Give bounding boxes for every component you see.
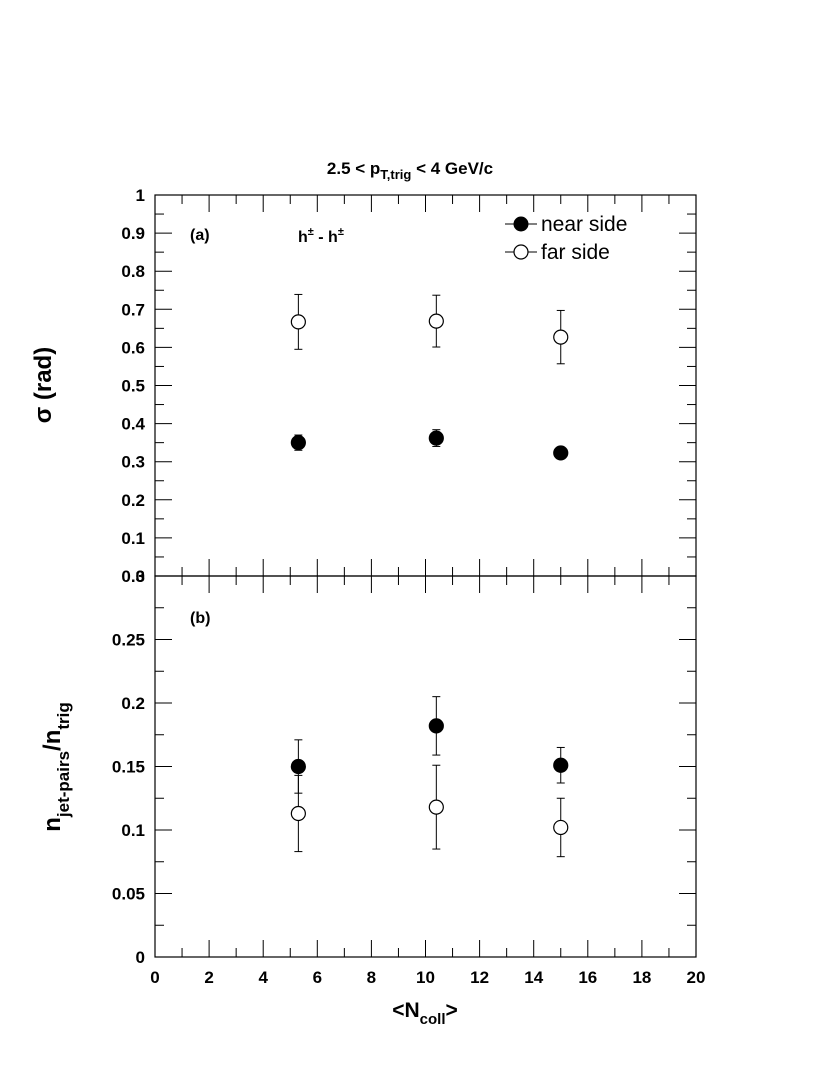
panel-b-ylabel: njet-pairs/ntrig [39,702,73,832]
legend-far-label: far side [541,241,610,264]
ytick-label: 0.1 [121,529,145,548]
xtick-label: 8 [367,968,376,987]
axis-ticks [154,194,697,958]
panel-a-ylabel: σ (rad) [30,347,57,423]
near-side-point [428,430,444,446]
xtick-label: 16 [578,968,597,987]
panel-a-frame [154,194,697,577]
near-side-point [553,445,569,461]
ytick-label: 0 [136,948,145,967]
ytick-label: 0.1 [121,821,145,840]
ytick-label: 0.3 [121,453,145,472]
far-side-point [428,313,444,329]
legend-near-marker [513,216,529,232]
panel-b-label: (b) [190,610,210,627]
far-side-point [553,819,569,836]
near-side-point [553,757,569,773]
xtick-label: 2 [204,968,213,987]
far-side-point [553,329,569,345]
legend-near-label: near side [541,213,627,236]
xtick-label: 6 [313,968,322,987]
xtick-label: 14 [524,968,543,987]
xtick-label: 20 [687,968,706,987]
near-side-point [428,718,444,734]
ytick-label: 0.2 [121,491,145,510]
particle-annotation: h± - h± [298,226,344,246]
ytick-label: 0.5 [121,377,145,396]
figure-title: 2.5 < pT,trig < 4 GeV/c [327,159,493,182]
ytick-label: 0.6 [121,338,145,357]
xtick-label: 4 [258,968,268,987]
panel-b-frame [154,575,697,958]
legend-far-marker [513,244,529,260]
panel-a-label: (a) [190,227,210,244]
tick-labels: 00.10.20.30.40.50.60.70.80.9100.050.10.1… [112,186,706,987]
ytick-label: 1 [136,186,145,205]
near-side-point [290,435,306,451]
ytick-label: 0.2 [121,694,145,713]
ytick-label: 0.05 [112,885,145,904]
x-axis-title: <Ncoll> [392,999,458,1028]
legend: near side far side [505,213,627,264]
ytick-label: 0 [136,567,145,586]
ytick-label: 0.4 [121,415,145,434]
data-marks [290,293,569,858]
near-side-point [290,758,306,775]
ytick-label: 0.25 [112,631,145,650]
far-side-point [290,314,306,330]
far-side-point [290,805,306,822]
ytick-label: 0.3 [121,567,145,586]
ytick-label: 0.7 [121,300,145,319]
xtick-label: 12 [470,968,489,987]
ytick-label: 0.8 [121,262,145,281]
far-side-point [428,799,444,815]
xtick-label: 0 [150,968,159,987]
xtick-label: 18 [632,968,651,987]
ytick-label: 0.15 [112,758,145,777]
ytick-label: 0.9 [121,224,145,243]
xtick-label: 10 [416,968,435,987]
